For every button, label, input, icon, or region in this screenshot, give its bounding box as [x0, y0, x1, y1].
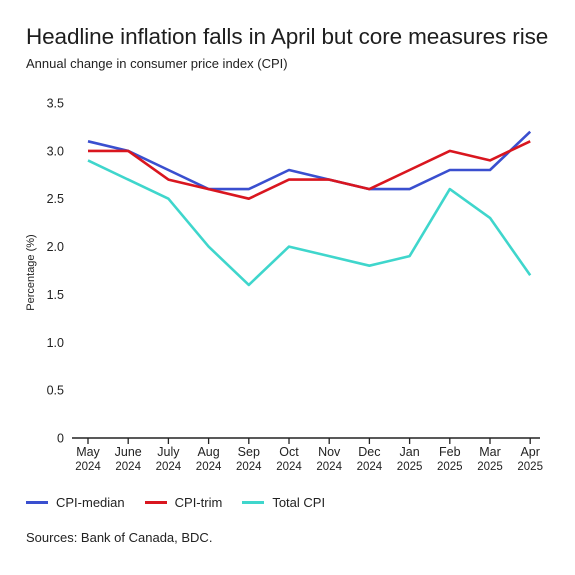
y-tick-label: 2.5: [47, 192, 64, 206]
x-tick-label-year: 2024: [316, 461, 342, 473]
x-tick-label-month: Apr: [520, 445, 539, 459]
legend-item-cpi-trim: CPI-trim: [144, 495, 223, 510]
y-tick-label: 3.0: [47, 144, 64, 158]
x-tick-label-month: July: [157, 445, 180, 459]
legend-swatch-total-cpi: [242, 501, 265, 504]
y-axis-ticks: 0 0.5 1.0 1.5 2.0 2.5 3.0 3.5: [47, 97, 64, 446]
x-tick-label-month: May: [76, 445, 100, 459]
legend-swatch-cpi-median: [26, 501, 48, 504]
x-tick-label-year: 2024: [115, 461, 141, 473]
series-line-total-cpi: [87, 159, 532, 287]
x-tick-label-year: 2025: [517, 461, 543, 473]
x-tick-label-month: Jan: [400, 445, 420, 459]
chart-subtitle: Annual change in consumer price index (C…: [26, 56, 288, 71]
x-tick-label-month: Oct: [279, 445, 299, 459]
y-tick-label: 1.5: [47, 288, 64, 302]
x-axis-ticks: May 2024 June 2024 July 2024 Aug 2024 Sep 2024 Oct…: [75, 438, 543, 473]
series-line-cpi-trim: [88, 140, 531, 200]
line-chart: 0 0.5 1.0 1.5 2.0 2.5 3.0 3.5 May 2024 June 2024 Ju…: [25, 97, 543, 474]
x-tick-label-month: Nov: [318, 445, 341, 459]
legend-label-total-cpi: Total CPI: [272, 495, 326, 510]
x-tick-label-year: 2024: [196, 461, 222, 473]
x-tick-label-month: Dec: [358, 445, 380, 459]
legend-swatch-cpi-trim: [144, 501, 167, 504]
y-tick-label: 2.0: [47, 240, 64, 254]
x-tick-label-month: Aug: [197, 445, 219, 459]
legend-label-cpi-median: CPI-median: [56, 495, 125, 510]
x-tick-label-year: 2024: [357, 461, 383, 473]
x-tick-label-year: 2024: [75, 461, 101, 473]
x-tick-label-month: Feb: [439, 445, 461, 459]
y-axis-label: Percentage (%): [25, 234, 37, 310]
legend-label-cpi-trim: CPI-trim: [174, 495, 223, 510]
x-tick-label-year: 2025: [477, 461, 503, 473]
y-tick-label: 1.0: [47, 336, 64, 350]
x-tick-label-year: 2024: [236, 461, 262, 473]
x-tick-label-year: 2024: [156, 461, 182, 473]
legend: CPI-median CPI-trim Total CPI: [26, 495, 345, 510]
x-tick-label-year: 2024: [276, 461, 302, 473]
y-tick-label: 3.5: [47, 97, 64, 111]
legend-item-total-cpi: Total CPI: [242, 495, 325, 510]
y-tick-label: 0: [57, 432, 64, 446]
series-lines: [87, 130, 532, 287]
series-line-cpi-median: [87, 130, 532, 191]
x-tick-label-month: Mar: [479, 445, 501, 459]
legend-item-cpi-median: CPI-median: [26, 495, 125, 510]
y-tick-label: 0.5: [47, 384, 64, 398]
source-note: Sources: Bank of Canada, BDC.: [26, 530, 213, 545]
x-tick-label-month: Sep: [238, 445, 260, 459]
x-tick-label-year: 2025: [437, 461, 463, 473]
chart-title: Headline inflation falls in April but co…: [26, 24, 549, 49]
x-tick-label-month: June: [115, 445, 142, 459]
x-tick-label-year: 2025: [397, 461, 423, 473]
